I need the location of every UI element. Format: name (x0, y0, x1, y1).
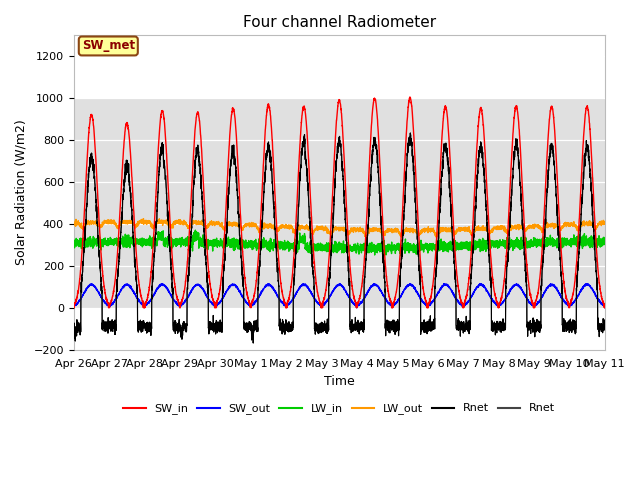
LW_in (191, 227, 199, 233)
Bar (74, 98, 605, 308)
Line: Rnet: Rnet (74, 133, 605, 343)
SW_out (141, 305, 148, 311)
SW_out (601, 305, 609, 311)
Rnet (250, 340, 257, 346)
Line: SW_in: SW_in (74, 97, 605, 308)
Rnet (429, 319, 436, 324)
Line: SW_out: SW_out (74, 284, 605, 308)
SW_out (476, 281, 484, 287)
Rnet (601, 325, 609, 331)
SW_out (488, 298, 496, 303)
Rnet (429, 319, 436, 324)
Rnet (601, 325, 609, 331)
Text: SW_met: SW_met (82, 39, 135, 52)
LW_in (601, 241, 609, 247)
SW_out (458, 302, 466, 308)
Rnet (488, 318, 496, 324)
LW_in (70, 237, 77, 243)
SW_out (70, 303, 77, 309)
LW_out (488, 227, 496, 233)
LW_out (429, 228, 436, 233)
SW_out (429, 299, 436, 304)
LW_out (319, 226, 327, 231)
LW_out (600, 221, 608, 227)
LW_out (399, 234, 406, 240)
Line: Rnet: Rnet (74, 133, 605, 343)
SW_in (488, 271, 496, 277)
Rnet (406, 130, 414, 136)
SW_out (600, 303, 608, 309)
Rnet (600, 317, 608, 323)
SW_in (70, 305, 77, 311)
Line: LW_in: LW_in (74, 230, 605, 256)
LW_in (488, 241, 496, 247)
LW_out (601, 220, 609, 226)
SW_in (406, 94, 413, 100)
Rnet (319, 323, 327, 328)
Rnet (70, 324, 77, 329)
X-axis label: Time: Time (324, 375, 355, 388)
LW_in (165, 235, 173, 241)
SW_in (165, 203, 173, 209)
SW_out (319, 301, 327, 307)
LW_out (70, 222, 77, 228)
SW_in (319, 299, 327, 305)
SW_in (601, 305, 609, 311)
Rnet (250, 340, 257, 346)
Rnet (488, 318, 496, 324)
LW_out (140, 216, 147, 222)
Title: Four channel Radiometer: Four channel Radiometer (243, 15, 436, 30)
SW_in (458, 300, 466, 306)
Legend: SW_in, SW_out, LW_in, LW_out, Rnet, Rnet: SW_in, SW_out, LW_in, LW_out, Rnet, Rnet (119, 399, 559, 419)
Line: LW_out: LW_out (74, 219, 605, 237)
LW_out (166, 221, 173, 227)
LW_in (319, 243, 327, 249)
Rnet (600, 317, 608, 323)
LW_in (458, 243, 466, 249)
LW_in (429, 246, 436, 252)
LW_in (397, 253, 405, 259)
Rnet (165, 231, 173, 237)
LW_in (600, 241, 608, 247)
Rnet (70, 324, 77, 329)
Rnet (458, 326, 466, 332)
SW_out (166, 290, 173, 296)
Rnet (165, 231, 173, 237)
Rnet (406, 130, 414, 136)
Y-axis label: Solar Radiation (W/m2): Solar Radiation (W/m2) (15, 120, 28, 265)
Rnet (319, 323, 327, 328)
Rnet (458, 326, 466, 332)
SW_in (600, 301, 608, 307)
SW_in (429, 284, 436, 289)
LW_out (458, 225, 466, 231)
